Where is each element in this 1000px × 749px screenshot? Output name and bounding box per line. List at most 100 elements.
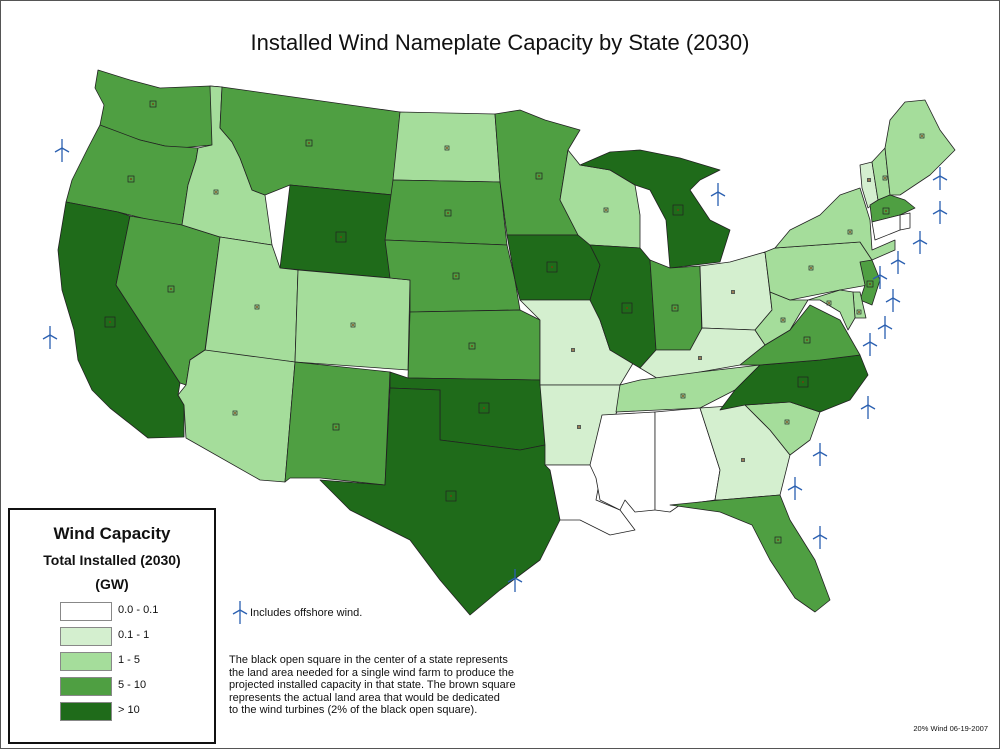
turbine-area-AZ	[234, 412, 236, 414]
farm-square-NV	[167, 285, 175, 293]
legend-subtitle: Total Installed (2030)	[43, 552, 181, 568]
state-RI	[899, 212, 911, 231]
farm-square-AR	[577, 425, 581, 429]
wind-turbine-icon	[812, 526, 828, 549]
turbine-area-OK	[483, 407, 485, 409]
wind-turbine-icon	[932, 201, 948, 224]
turbine-area-UT	[256, 306, 258, 308]
turbine-area-NV	[170, 288, 172, 290]
offshore-note: Includes offshore wind.	[250, 607, 363, 619]
farm-square-DE	[856, 309, 862, 315]
turbine-area-VA	[806, 339, 808, 341]
farm-square-KS	[468, 342, 476, 350]
credit: 20% Wind 06-19-2007	[913, 724, 988, 733]
state-PA	[764, 241, 873, 301]
wind-turbine-icon	[862, 333, 878, 356]
turbine-area-CA	[109, 321, 111, 323]
wind-turbine-icon	[42, 326, 58, 349]
state-WI	[559, 149, 641, 249]
state-MI	[579, 149, 731, 269]
farm-square-GA	[741, 458, 745, 462]
turbine-area-PA	[810, 267, 812, 269]
farm-square-NH	[882, 175, 888, 181]
state-TX	[319, 387, 561, 616]
turbine-area-MN	[538, 175, 540, 177]
farm-square-WY	[335, 231, 347, 243]
farm-square-CA	[104, 316, 116, 328]
turbine-area-SC	[786, 421, 788, 423]
farm-square-SD	[444, 209, 452, 217]
turbine-area-WI	[605, 209, 607, 211]
farm-square-TX	[445, 490, 457, 502]
state-IL	[589, 244, 657, 369]
farm-square-MO	[571, 348, 575, 352]
state-MS	[589, 411, 656, 513]
state-SD	[384, 179, 508, 246]
turbine-area-WV	[782, 319, 784, 321]
farm-square-ME	[919, 133, 925, 139]
farm-square-TN	[680, 393, 686, 399]
farm-square-MD	[826, 300, 832, 306]
states-layer	[57, 69, 956, 616]
state-MD	[807, 289, 856, 331]
farm-square-MN	[535, 172, 543, 180]
turbine-area-MA	[885, 210, 887, 212]
turbine-area-FL	[777, 539, 779, 541]
farm-square-CO	[350, 322, 356, 328]
legend-swatch-2	[60, 652, 112, 671]
offshore-turbine-icons	[42, 139, 948, 592]
farm-square-MA	[882, 207, 890, 215]
legend-swatch-1	[60, 627, 112, 646]
turbine-area-AR	[578, 426, 580, 428]
farm-square-MT	[305, 139, 313, 147]
farm-square-IN	[671, 304, 679, 312]
turbine-area-MO	[572, 349, 574, 351]
legend: Wind Capacity Total Installed (2030) (GW…	[8, 508, 216, 744]
farm-square-VA	[803, 336, 811, 344]
turbine-area-VT	[868, 179, 870, 181]
farm-square-SC	[784, 419, 790, 425]
wind-turbine-icon	[877, 316, 893, 339]
turbine-area-IN	[674, 307, 676, 309]
wind-turbine-icon	[885, 289, 901, 312]
turbine-area-IA	[551, 266, 553, 268]
farm-square-ID	[213, 189, 219, 195]
wind-turbine-icon	[890, 251, 906, 274]
turbine-area-NY	[849, 231, 851, 233]
state-ND	[392, 111, 501, 183]
state-NJ	[859, 259, 881, 306]
farm-square-OK	[478, 402, 490, 414]
farm-square-IL	[621, 302, 633, 314]
turbine-area-OR	[130, 178, 132, 180]
turbine-area-TX	[450, 495, 452, 497]
farm-square-AZ	[232, 410, 238, 416]
turbine-area-WY	[340, 236, 342, 238]
farm-square-FL	[774, 536, 782, 544]
turbine-area-OH	[732, 291, 734, 293]
state-CO	[294, 269, 411, 371]
farm-square-OH	[731, 290, 735, 294]
legend-swatch-3	[60, 677, 112, 696]
turbine-area-DE	[858, 311, 860, 313]
turbine-area-NE	[455, 275, 457, 277]
wind-turbine-icon	[710, 183, 726, 206]
turbine-area-NH	[884, 177, 886, 179]
legend-label-2: 1 - 5	[118, 654, 141, 666]
turbine-area-GA	[742, 459, 744, 461]
wind-turbine-icon	[932, 167, 948, 190]
farm-square-NM	[332, 423, 340, 431]
legend-label-0: 0.0 - 0.1	[118, 604, 159, 616]
farm-square-NC	[797, 376, 809, 388]
farm-square-VT	[867, 178, 871, 182]
state-KS	[407, 309, 541, 381]
wind-farm-squares	[104, 100, 925, 544]
farm-square-UT	[254, 304, 260, 310]
wind-turbine-icon	[787, 477, 803, 500]
farm-square-OR	[127, 175, 135, 183]
farm-square-PA	[808, 265, 814, 271]
wind-turbine-icon	[860, 396, 876, 419]
turbine-area-NC	[802, 381, 804, 383]
turbine-area-MT	[308, 142, 310, 144]
wind-turbine-icon	[54, 139, 70, 162]
